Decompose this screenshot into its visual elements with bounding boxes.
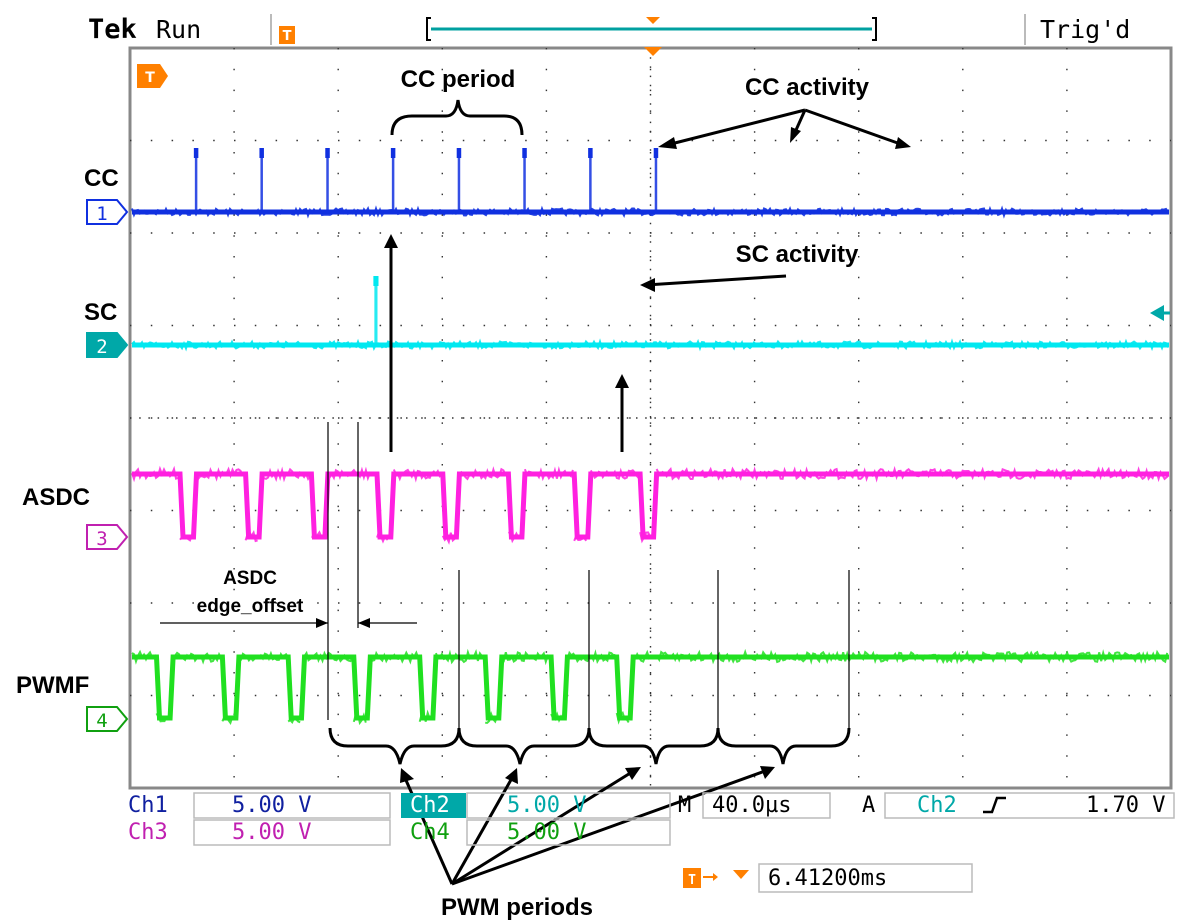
trigger-point-icon [646, 17, 660, 24]
cc-pulse-cap [193, 148, 199, 158]
cc-pulse [654, 150, 658, 212]
cc-pulse [260, 150, 263, 212]
trigger-position-value: 6.41200ms [768, 866, 887, 891]
ch1-name: Ch1 [128, 793, 168, 818]
svg-text:2: 2 [96, 336, 107, 358]
trigger-status: Trig'd [1040, 15, 1130, 44]
timebase-value: 40.0µs [712, 793, 791, 818]
cc-pulse [391, 150, 395, 212]
sc-pulse-cap [373, 276, 379, 286]
timebase-prefix: M [678, 793, 691, 818]
asdc-low-noise [441, 532, 456, 545]
ch2-name: Ch2 [410, 793, 450, 818]
series-label-cc: CC [84, 165, 119, 192]
cc-pulse [194, 150, 198, 212]
annotation-asdc-edge-offset-title: ASDC [223, 568, 277, 589]
trigger-source: Ch2 [917, 793, 957, 818]
sc-pulse [374, 278, 378, 345]
pwm-period-ref-lines [458, 570, 850, 730]
svg-text:1: 1 [96, 203, 107, 225]
acq-mode: A [862, 793, 875, 818]
trigger-position-icon: T [683, 868, 749, 888]
cc-pulse [523, 150, 526, 212]
svg-text:3: 3 [96, 528, 107, 550]
pwm-period-braces [328, 727, 851, 765]
series-label-pwmf: PWMF [16, 672, 89, 699]
ch2-ground-marker: 2 [86, 332, 129, 358]
series-label-asdc: ASDC [22, 484, 90, 511]
asdc-trace [131, 465, 1170, 545]
ch3-ground-marker: 3 [86, 524, 129, 550]
cc-pulse [457, 150, 461, 212]
annotation-asdc-edge-offset: edge_offset [197, 596, 304, 617]
trigger-position-marker-icon: T [279, 26, 295, 44]
annotation-sc-activity: SC activity [736, 241, 859, 268]
ch2-scale: 5.00 V [507, 793, 586, 818]
pwmf-low-noise [485, 710, 499, 724]
graticule [128, 46, 1173, 790]
cc-pulse [326, 150, 329, 212]
ch4-scale: 5.00 V [507, 820, 586, 845]
asdc-waveform [132, 471, 1169, 540]
pwmf-trace [131, 648, 1169, 726]
pwmf-waveform [132, 654, 1169, 721]
cc-activity-arrows [662, 108, 907, 148]
ch1-ground-marker: 1 [86, 199, 129, 225]
run-status: Run [156, 15, 201, 44]
annotation-cc-period: CC period [401, 66, 516, 93]
annotation-cc-activity: CC activity [745, 74, 870, 101]
cc-pulse-cap [522, 148, 527, 158]
cc-pulse-cap [390, 148, 396, 158]
cc-pulse-cap [259, 148, 264, 158]
svg-text:4: 4 [96, 710, 107, 732]
trigger-marker-icon: T [137, 64, 168, 88]
readout-panel: Ch1 5.00 V Ch2 5.00 V Ch3 5.00 V Ch4 5.0… [128, 792, 1175, 893]
svg-text:T: T [145, 70, 155, 86]
svg-text:T: T [283, 29, 292, 44]
svg-text:T: T [688, 873, 696, 888]
cc-pulse-cap [325, 148, 330, 158]
cc-pulse-cap [653, 148, 659, 158]
sc-trace [131, 276, 1169, 352]
cc-pulse-cap [456, 148, 462, 158]
annotation-pwm-periods: PWM periods [441, 894, 593, 921]
horizontal-trigger-marker-icon [644, 47, 662, 56]
ch4-ground-marker: 4 [86, 706, 129, 732]
waveform-layer [131, 148, 1170, 726]
ch1-scale: 5.00 V [232, 793, 311, 818]
record-view-bar [426, 17, 877, 41]
series-label-sc: SC [84, 299, 117, 326]
sc-activity-arrowhead [640, 278, 655, 292]
brand-logo: Tek [88, 14, 137, 45]
cc-pulse-cap [588, 148, 593, 158]
trigger-level-arrow-icon [1150, 305, 1164, 321]
ch3-scale: 5.00 V [232, 820, 311, 845]
cc-pulse [589, 150, 592, 212]
ch3-name: Ch3 [128, 820, 168, 845]
cc-period-brace [390, 99, 524, 136]
rising-edge-icon [983, 796, 1006, 814]
ch4-name: Ch4 [410, 820, 450, 845]
trigger-level: 1.70 V [1086, 793, 1165, 818]
cc-trace [131, 148, 1169, 219]
